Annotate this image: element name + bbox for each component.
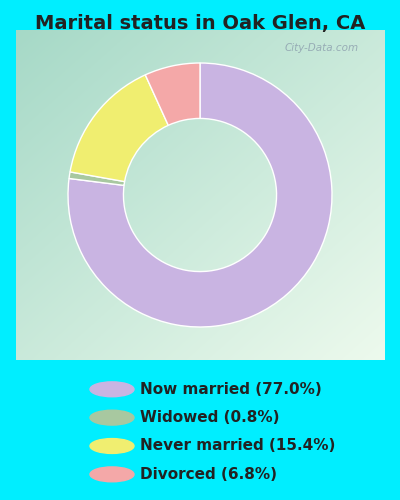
Text: Divorced (6.8%): Divorced (6.8%) xyxy=(140,467,277,482)
Circle shape xyxy=(90,438,134,454)
Circle shape xyxy=(90,410,134,425)
Circle shape xyxy=(90,467,134,482)
Wedge shape xyxy=(68,63,332,327)
Wedge shape xyxy=(70,75,168,182)
Circle shape xyxy=(90,382,134,396)
Text: Widowed (0.8%): Widowed (0.8%) xyxy=(140,410,280,425)
Text: Now married (77.0%): Now married (77.0%) xyxy=(140,382,322,397)
Text: Never married (15.4%): Never married (15.4%) xyxy=(140,438,335,454)
Text: City-Data.com: City-Data.com xyxy=(284,43,358,53)
Wedge shape xyxy=(69,172,125,186)
Text: Marital status in Oak Glen, CA: Marital status in Oak Glen, CA xyxy=(35,14,365,33)
Wedge shape xyxy=(145,63,200,126)
